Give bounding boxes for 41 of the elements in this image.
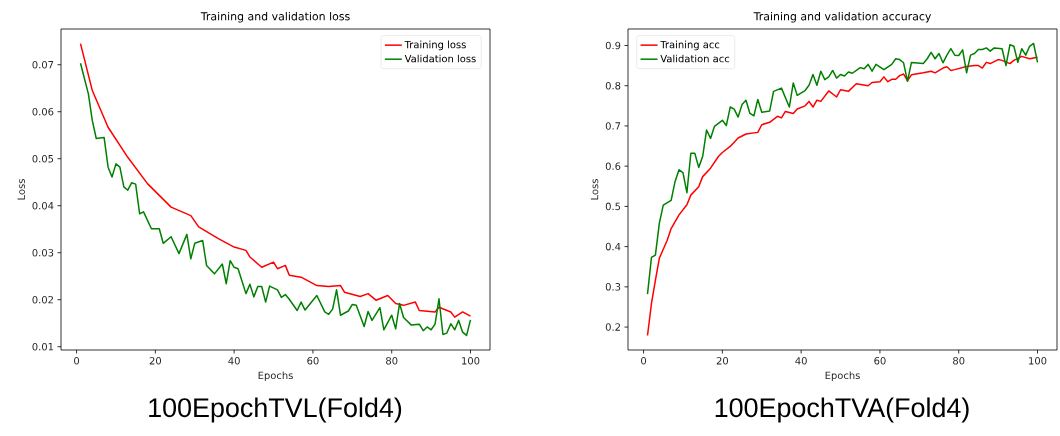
x-tick-label: 20 — [149, 357, 162, 365]
x-tick-label: 100 — [1029, 357, 1047, 365]
y-tick-label: 0.5 — [605, 202, 621, 211]
chart-title: Training and validation loss — [200, 11, 350, 23]
legend-label: Validation acc — [660, 54, 730, 63]
text: 100EpochTVA(Fold4) — [715, 397, 969, 423]
line-series — [646, 42, 1039, 295]
x-tick-label: 0 — [74, 357, 80, 365]
chart-title: Training and validation accuracy — [753, 11, 932, 23]
legend-label: Validation loss — [404, 54, 476, 63]
x-tick-label: 40 — [228, 357, 240, 365]
x-tick-label: 80 — [386, 357, 398, 365]
y-tick-label: 0.9 — [605, 41, 621, 50]
y-tick-label: 0.07 — [32, 60, 54, 69]
y-tick-label: 0.03 — [32, 248, 54, 257]
y-axis-title: Loss — [17, 179, 25, 200]
x-tick-label: 40 — [795, 357, 807, 365]
y-tick-label: 0.05 — [32, 154, 54, 163]
x-axis-title: Epochs — [825, 371, 860, 382]
y-tick-label: 0.06 — [32, 107, 54, 116]
y-tick-label: 0.7 — [605, 122, 621, 130]
line-series — [646, 55, 1039, 337]
y-tick-label: 0.04 — [32, 201, 54, 210]
legend-label: Training acc — [660, 40, 720, 51]
y-axis-title: Loss — [590, 179, 599, 200]
y-tick-label: 0.02 — [32, 295, 53, 304]
x-tick-label: 20 — [716, 357, 729, 365]
x-axis-title: Epochs — [258, 371, 293, 382]
x-tick-label: 0 — [641, 357, 647, 365]
x-tick-label: 100 — [462, 357, 480, 365]
x-tick-label: 80 — [953, 357, 965, 365]
x-tick-label: 60 — [874, 357, 886, 365]
y-tick-label: 0.3 — [605, 283, 621, 291]
y-tick-label: 0.2 — [605, 323, 620, 331]
y-tick-label: 0.8 — [605, 81, 621, 90]
x-tick-label: 60 — [307, 357, 319, 365]
y-tick-label: 0.01 — [32, 342, 54, 351]
y-tick-label: 0.4 — [605, 242, 621, 251]
y-tick-label: 0.6 — [605, 162, 621, 170]
text: 100EpochTVL(Fold4) — [149, 397, 402, 423]
legend-label: Training loss — [404, 40, 466, 51]
